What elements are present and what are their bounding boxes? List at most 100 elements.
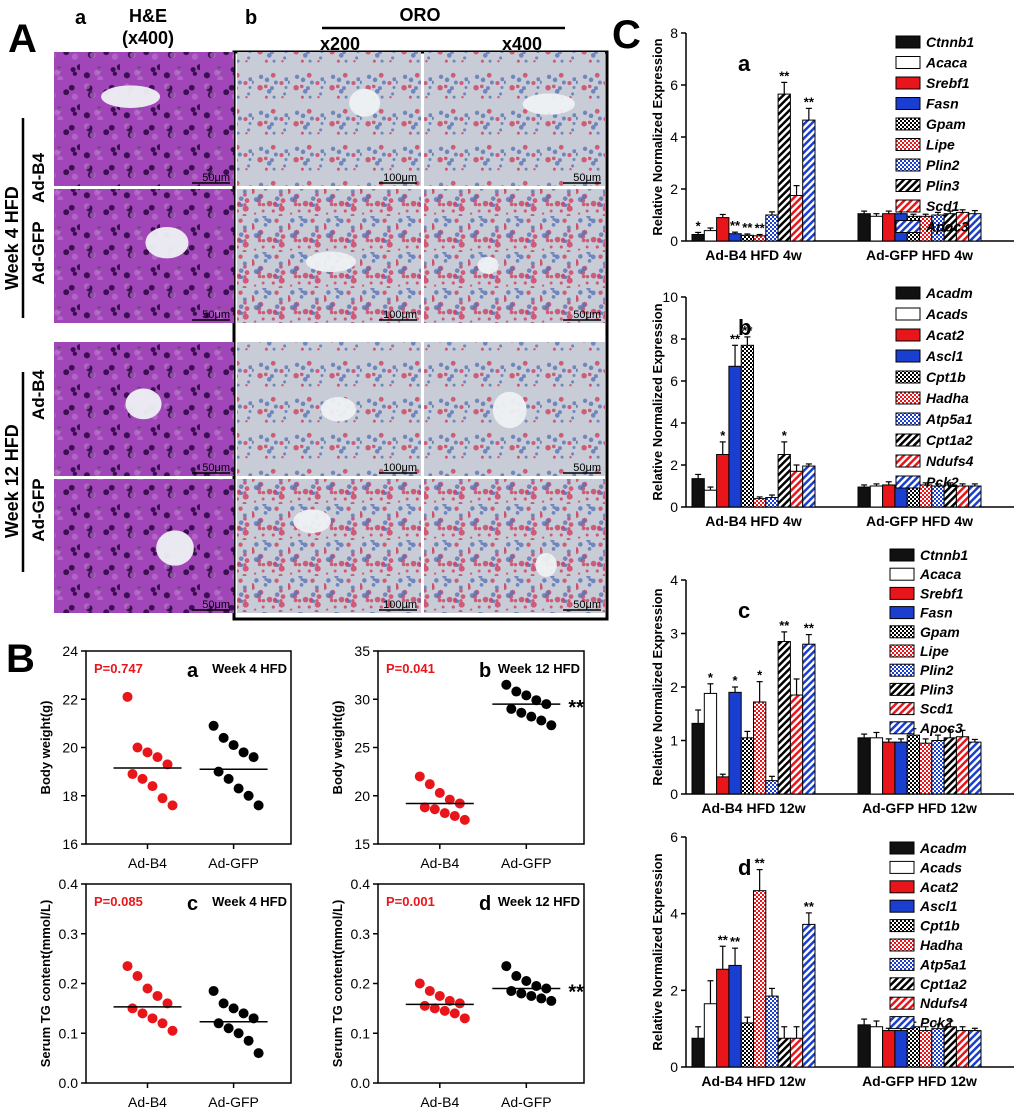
legend-swatch <box>889 606 915 620</box>
legend-swatch <box>895 370 921 384</box>
legend-label: Fasn <box>926 96 959 112</box>
bar <box>716 217 730 242</box>
legend-label: Pck2 <box>926 474 959 490</box>
scale-bar-label: 100μm <box>383 172 417 184</box>
x-tick-label: Ad-GFP <box>208 855 259 871</box>
data-point <box>429 804 440 815</box>
data-point <box>152 990 163 1001</box>
legend-swatch <box>889 860 915 874</box>
micrograph: 50μm <box>424 479 605 613</box>
x-tick-label: Ad-B4 <box>128 855 167 871</box>
legend-swatch <box>895 97 921 110</box>
micrograph: 50μm <box>54 52 234 186</box>
y-tick-label: 2 <box>670 679 678 695</box>
oro-magnification-200: x200 <box>320 34 360 54</box>
micrograph-tissue <box>54 52 234 186</box>
p-value: P=0.041 <box>386 661 435 676</box>
legend-label: Acaca <box>919 566 961 582</box>
scale-bar-label: 100μm <box>383 309 417 321</box>
micrograph: 50μm <box>54 479 234 613</box>
group-label: Ad-GFP HFD 4w <box>866 513 973 529</box>
group-label: Ad-B4 HFD 4w <box>705 513 802 529</box>
bar <box>716 454 730 508</box>
data-point <box>414 978 425 989</box>
bar <box>894 1030 908 1068</box>
he-sub-label: a <box>75 7 87 29</box>
scale-bar-label: 50μm <box>573 462 601 474</box>
bar <box>882 213 896 242</box>
bar <box>753 701 767 795</box>
p-value: P=0.001 <box>386 894 435 909</box>
bar <box>740 1022 755 1068</box>
y-axis-label: Relative Normalized Expression <box>650 853 665 1050</box>
significance-marker: * <box>696 218 702 233</box>
bar <box>869 215 884 242</box>
chart-sub-label: a <box>187 660 199 682</box>
bar <box>943 737 957 795</box>
legend-swatch <box>895 328 921 342</box>
data-point <box>243 790 254 801</box>
significance-marker: ** <box>804 94 815 109</box>
x-tick-label: Ad-GFP <box>501 1094 552 1108</box>
x-tick-label: Ad-GFP <box>208 1094 259 1108</box>
bar <box>906 1026 921 1068</box>
micrograph-tissue <box>237 52 421 186</box>
legend-swatch <box>889 682 915 696</box>
y-tick-label: 0.0 <box>59 1075 79 1091</box>
y-axis-label: Relative Normalized Expression <box>650 38 665 235</box>
bar <box>777 93 791 242</box>
bar <box>919 742 933 795</box>
y-tick-label: 8 <box>670 331 678 347</box>
data-point <box>132 971 143 982</box>
bar <box>728 365 742 508</box>
panel-c: C 0 2 4 6 8 Relative Normalized Expression a Ad… <box>612 13 1014 1089</box>
y-tick-label: 10 <box>662 289 678 305</box>
scale-bar-label: 50μm <box>573 172 601 184</box>
significance-marker: ** <box>730 331 741 346</box>
data-point <box>454 998 465 1009</box>
significance-marker: * <box>757 668 763 683</box>
data-point <box>434 990 445 1001</box>
data-point <box>167 800 178 811</box>
legend-swatch <box>889 625 915 639</box>
bar <box>931 740 945 795</box>
y-tick-label: 6 <box>670 77 678 93</box>
data-point <box>536 993 547 1004</box>
chart-sub-label: b <box>738 315 751 340</box>
y-tick-label: 6 <box>670 373 678 389</box>
group-label: Ad-GFP HFD 12w <box>862 800 977 816</box>
bar <box>728 691 742 795</box>
vessel-lumen <box>522 93 575 115</box>
data-point <box>546 720 557 731</box>
chart-title: Week 12 HFD <box>498 661 580 676</box>
data-point <box>147 1013 158 1024</box>
micrograph-tissue <box>54 189 234 323</box>
x-tick-label: Ad-B4 <box>420 1094 459 1108</box>
data-point <box>167 1025 178 1036</box>
x-tick-label: Ad-GFP <box>501 855 552 871</box>
legend-label: Fasn <box>920 605 953 621</box>
legend-swatch <box>889 702 915 716</box>
legend-swatch <box>889 567 915 581</box>
data-point <box>218 732 229 743</box>
y-tick-label: 0.3 <box>351 926 371 942</box>
data-point <box>521 690 532 701</box>
bar <box>882 1030 896 1068</box>
row-label-1: Ad-B4 <box>29 152 48 203</box>
data-point <box>218 998 229 1009</box>
bar <box>906 734 921 795</box>
legend-label: Plin2 <box>920 662 954 678</box>
chart-title: Week 12 HFD <box>498 894 580 909</box>
legend-swatch <box>889 721 915 735</box>
bar <box>691 478 705 508</box>
y-tick-label: 0.3 <box>59 926 79 942</box>
vessel-lumen <box>305 251 356 273</box>
significance-marker: * <box>720 428 726 443</box>
significance-marker: ** <box>730 218 741 233</box>
panel-a-label: A <box>8 17 37 61</box>
scale-bar-label: 50μm <box>202 462 230 474</box>
legend-swatch <box>895 179 921 192</box>
legend-swatch <box>889 1016 915 1030</box>
significance-marker: * <box>708 670 714 685</box>
group-label: Ad-GFP HFD 4w <box>866 247 973 263</box>
